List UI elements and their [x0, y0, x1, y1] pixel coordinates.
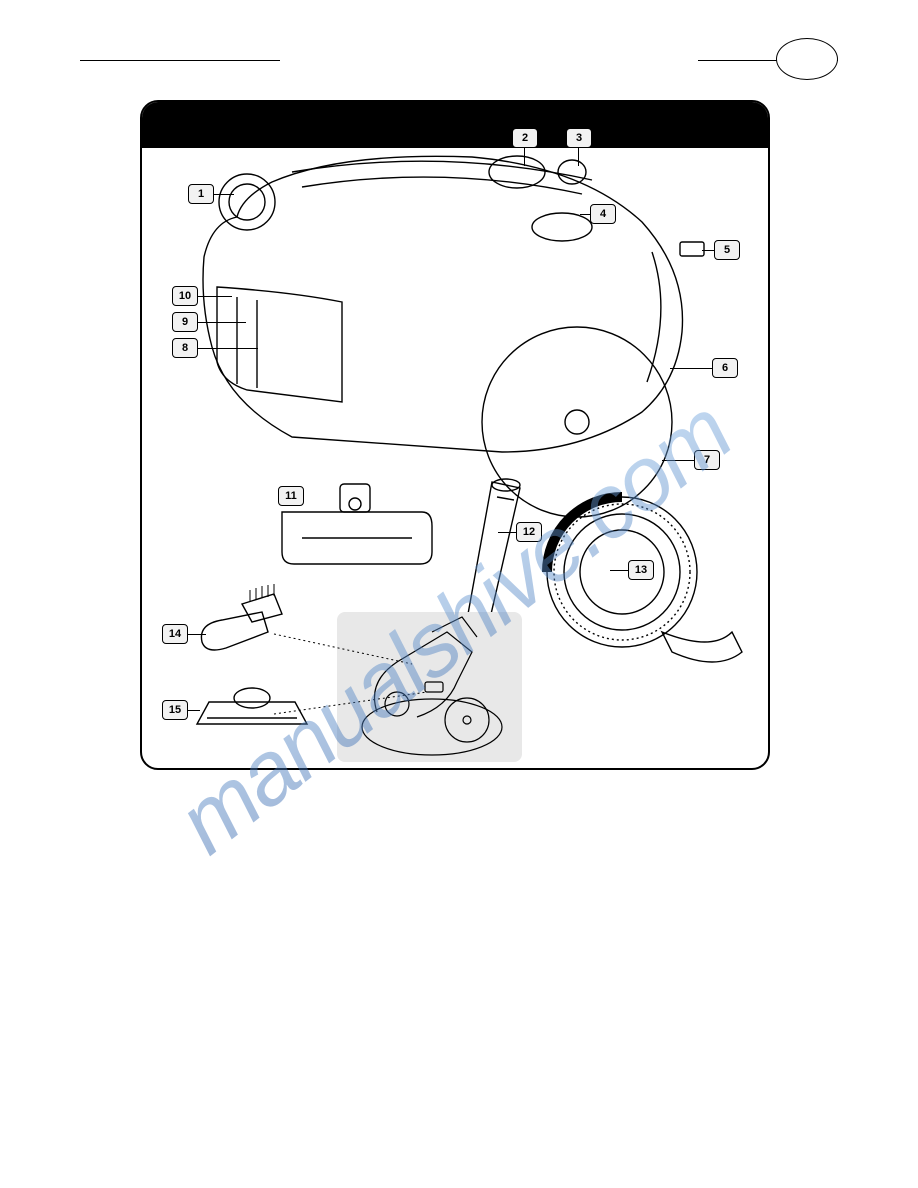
callout-1: 1: [188, 184, 214, 204]
page-number-oval: [776, 38, 838, 80]
callout-13: 13: [628, 560, 654, 580]
callout-label: 10: [179, 290, 191, 302]
callout-label: 5: [724, 244, 730, 256]
callout-label: 14: [169, 628, 181, 640]
callout-10: 10: [172, 286, 198, 306]
callout-6: 6: [712, 358, 738, 378]
header-rule-left: [80, 60, 280, 61]
callout-label: 1: [198, 188, 204, 200]
callout-label: 7: [704, 454, 710, 466]
callout-label: 15: [169, 704, 181, 716]
callout-label: 2: [522, 132, 528, 144]
callout-9: 9: [172, 312, 198, 332]
callout-4: 4: [590, 204, 616, 224]
callout-label: 13: [635, 564, 647, 576]
callout-2: 2: [512, 128, 538, 148]
callout-3: 3: [566, 128, 592, 148]
dotted-leaders: [142, 102, 770, 770]
callout-8: 8: [172, 338, 198, 358]
callout-label: 9: [182, 316, 188, 328]
callout-5: 5: [714, 240, 740, 260]
callout-7: 7: [694, 450, 720, 470]
callout-15: 15: [162, 700, 188, 720]
callout-label: 6: [722, 362, 728, 374]
callout-12: 12: [516, 522, 542, 542]
callout-label: 3: [576, 132, 582, 144]
callout-11: 11: [278, 486, 304, 506]
callout-14: 14: [162, 624, 188, 644]
product-diagram-frame: 1 2 3 4 5 6 7 8 9 10 11 12 13 14 15: [140, 100, 770, 770]
callout-label: 11: [285, 490, 297, 502]
callout-label: 12: [523, 526, 535, 538]
callout-label: 4: [600, 208, 606, 220]
callout-label: 8: [182, 342, 188, 354]
